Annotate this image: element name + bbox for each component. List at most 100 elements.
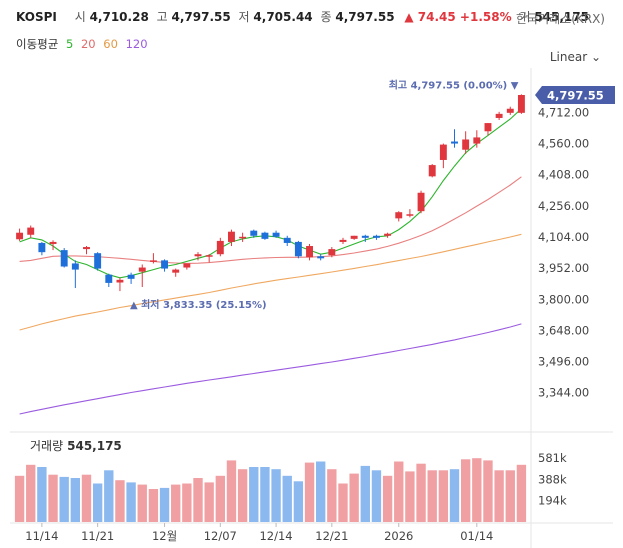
ma20-line <box>19 176 522 264</box>
scale-dropdown[interactable]: Linear ⌄ <box>549 50 601 64</box>
volume-bar <box>505 470 515 522</box>
symbol: KOSPI <box>16 10 57 24</box>
volume-bar <box>171 484 181 522</box>
candle-body <box>161 260 169 269</box>
candle-body <box>83 247 90 250</box>
candle-body <box>60 250 68 267</box>
volume-bar <box>416 463 426 522</box>
candle-body <box>27 227 35 235</box>
volume-title: 거래량 545,175 <box>30 437 122 454</box>
volume-bar <box>249 467 259 522</box>
candle-body <box>462 139 470 150</box>
candle-body <box>473 137 481 144</box>
candle-body <box>384 233 392 236</box>
candle-body <box>417 192 425 212</box>
volume-bar <box>316 461 326 522</box>
ma-legend-label: 이동평균 <box>16 37 59 51</box>
volume-bar <box>327 469 337 522</box>
volume-bar <box>26 464 36 522</box>
volume-bar <box>271 469 281 522</box>
volume-tick-label: 194k <box>538 494 567 508</box>
exchange-label: 한국거래소(KRX) <box>516 12 605 26</box>
candle-body <box>194 254 202 257</box>
volume-bar <box>237 469 248 522</box>
high-annotation: 최고 4,797.55 (0.00%) ▼ <box>389 78 519 91</box>
volume-bar <box>59 476 69 522</box>
low-annotation: ▲ 최저 3,833.35 (25.15%) <box>130 298 267 311</box>
volume-bar <box>304 462 315 522</box>
high-value: 4,797.55 <box>171 10 231 24</box>
candle-body <box>183 263 191 268</box>
ma20-legend[interactable]: 20 <box>80 37 96 51</box>
volume-value: 545,175 <box>534 10 589 24</box>
volume-bar <box>371 470 382 522</box>
volume-bar <box>159 487 170 522</box>
candle-body <box>105 274 113 283</box>
volume-bar <box>349 473 359 522</box>
candle-body <box>272 232 280 237</box>
ma120-legend[interactable]: 120 <box>125 37 148 51</box>
volume-bar <box>193 478 203 522</box>
candle-body <box>205 255 213 257</box>
close-label: 종 <box>320 10 332 24</box>
ma120-line <box>19 323 522 415</box>
volume-bar <box>472 458 482 522</box>
candle-body <box>350 235 358 239</box>
candle-body <box>49 241 57 244</box>
candle-body <box>283 237 291 243</box>
volume-label: 거 <box>519 10 531 24</box>
ma60-line <box>19 233 522 331</box>
candle-body <box>16 232 24 240</box>
volume-bar <box>282 475 292 522</box>
candle-body <box>216 240 224 255</box>
candle-body <box>71 263 79 270</box>
volume-bar <box>215 475 225 522</box>
candle-body <box>149 260 157 262</box>
ma60-legend[interactable]: 60 <box>103 37 118 51</box>
last-price-label: 4,797.55 <box>547 89 604 103</box>
candle-body <box>361 235 369 238</box>
volume-bar <box>148 489 159 522</box>
volume-bar <box>226 460 237 522</box>
volume-bar <box>360 465 370 522</box>
candle-body <box>328 249 336 256</box>
volume-bar <box>37 467 47 522</box>
volume-bar <box>92 483 103 522</box>
volume-bar <box>104 470 114 522</box>
y-tick-label: 4,560.00 <box>538 137 589 151</box>
high-label: 고 <box>156 10 168 24</box>
volume-bar <box>438 470 449 522</box>
volume-bar <box>204 482 214 522</box>
y-tick-label: 3,344.00 <box>538 386 589 400</box>
open-label: 시 <box>74 10 86 24</box>
volume-bar <box>449 469 460 522</box>
volume-bar <box>483 460 493 522</box>
y-tick-label: 4,408.00 <box>538 168 589 182</box>
ma5-legend[interactable]: 5 <box>65 37 74 51</box>
candle-body <box>294 241 302 257</box>
x-tick-label: 11/14 <box>25 529 58 543</box>
low-value: 4,705.44 <box>253 10 313 24</box>
volume-bar <box>427 470 437 522</box>
x-tick-label: 12월 <box>152 529 177 543</box>
volume-bar <box>460 459 471 522</box>
last-price-tag <box>535 86 615 105</box>
candle-body <box>406 214 414 216</box>
volume-bar <box>48 474 58 522</box>
volume-bar <box>338 483 348 522</box>
candle-body <box>395 212 403 219</box>
x-tick-label: 01/14 <box>460 529 493 543</box>
candle-body <box>228 231 235 242</box>
candle-body <box>372 235 380 238</box>
volume-tick-label: 581k <box>538 451 567 465</box>
volume-bar <box>182 483 192 522</box>
y-tick-label: 3,800.00 <box>538 292 589 306</box>
candle-body <box>495 113 503 118</box>
volume-bar <box>405 471 415 522</box>
volume-title-label: 거래량 <box>30 439 64 453</box>
candle-body <box>138 267 146 272</box>
x-tick-label: 12/07 <box>204 529 237 543</box>
volume-bar <box>293 481 304 522</box>
volume-bar <box>70 478 81 522</box>
